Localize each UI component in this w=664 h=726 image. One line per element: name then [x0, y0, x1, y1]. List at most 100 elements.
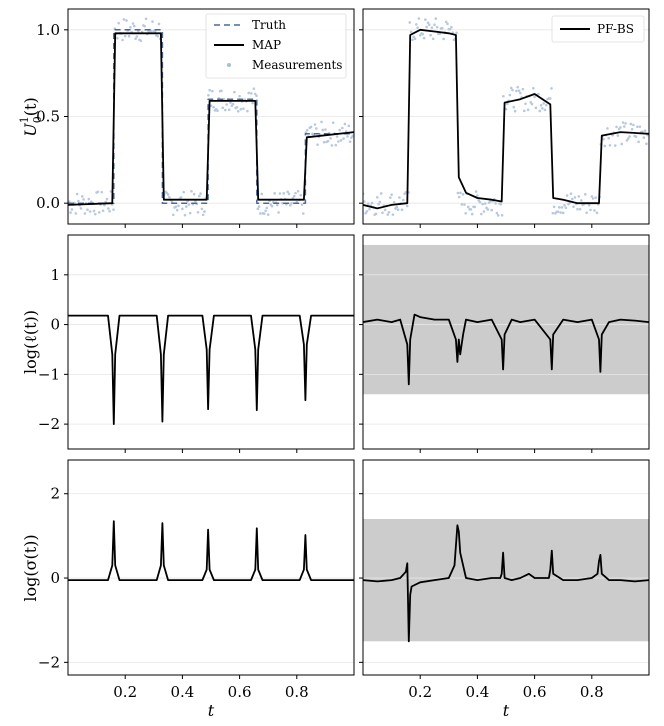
measurement-point — [289, 203, 292, 207]
measurement-point — [619, 126, 622, 129]
measurement-point — [309, 125, 313, 129]
measurement-point — [196, 210, 200, 214]
measurement-point — [157, 22, 161, 26]
measurement-point — [517, 89, 521, 93]
measurement-point — [86, 208, 89, 211]
measurement-point — [455, 31, 458, 35]
measurement-point — [522, 109, 526, 113]
measurement-point — [121, 38, 124, 42]
measurement-point — [74, 212, 78, 215]
measurement-point — [569, 192, 573, 196]
measurement-point — [247, 91, 250, 95]
measurement-point — [133, 24, 136, 28]
measurement-point — [322, 140, 326, 144]
measurement-point — [376, 196, 379, 199]
measurement-point — [461, 193, 465, 196]
measurement-point — [123, 34, 127, 38]
measurement-point — [392, 200, 396, 204]
measurement-point — [83, 212, 87, 215]
measurement-point — [477, 199, 481, 202]
measurement-point — [330, 144, 334, 147]
measurement-point — [621, 121, 625, 124]
measurement-point — [429, 33, 432, 37]
measurement-point — [166, 193, 170, 196]
legend-top-left: Truth MAP Measurements — [205, 13, 347, 79]
measurement-point — [469, 208, 473, 211]
ytick-label: −2 — [38, 415, 60, 433]
measurement-point — [277, 211, 280, 214]
measurement-point — [222, 98, 226, 101]
measurement-point — [409, 30, 413, 34]
measurement-point — [265, 206, 269, 210]
ytick-label: 2 — [50, 485, 60, 503]
measurement-point — [125, 19, 128, 22]
measurement-point — [326, 139, 330, 143]
measurement-point — [339, 139, 343, 142]
measurement-point — [446, 22, 449, 26]
measurement-point — [533, 95, 536, 99]
measurement-point — [595, 211, 599, 215]
measurement-point — [587, 203, 591, 207]
xtick-label: 0.6 — [523, 683, 547, 701]
measurement-point — [571, 197, 574, 201]
measurement-point — [383, 208, 387, 212]
measurement-point — [92, 209, 96, 213]
measurement-point — [444, 20, 448, 24]
measurement-point — [624, 122, 627, 125]
measurement-point — [572, 205, 575, 208]
measurement-point — [464, 211, 468, 215]
measurement-point — [97, 211, 101, 214]
measurement-point — [251, 101, 254, 105]
measurement-point — [500, 213, 504, 217]
measurement-point — [109, 190, 113, 193]
measurement-point — [412, 35, 416, 39]
measurement-point — [456, 191, 460, 195]
measurement-point — [87, 197, 91, 201]
measurement-point — [294, 191, 297, 195]
measurement-point — [441, 26, 444, 30]
measurement-point — [221, 106, 224, 110]
measurement-point — [641, 130, 644, 133]
measurement-point — [424, 18, 427, 21]
measurement-point — [117, 21, 120, 25]
series-line-pf-bs — [363, 28, 649, 210]
measurement-point — [122, 18, 126, 21]
panel-top-left: 0.0 0.5 1.0 — [36, 8, 355, 228]
measurement-point — [342, 137, 345, 140]
measurement-point — [348, 140, 352, 143]
measurement-point — [408, 21, 412, 24]
measurement-point — [313, 123, 317, 126]
measurement-point — [490, 208, 494, 212]
measurement-point — [512, 105, 516, 109]
measurement-point — [643, 129, 647, 132]
measurement-point — [351, 134, 354, 138]
axes-frame — [362, 234, 650, 450]
measurement-point — [105, 197, 109, 201]
measurement-point — [190, 189, 193, 193]
measurement-point — [483, 202, 487, 205]
measurement-point — [506, 102, 509, 106]
measurement-point — [270, 204, 274, 208]
ytick-label: 1.0 — [36, 21, 60, 39]
measurement-point — [416, 26, 419, 29]
measurement-point — [405, 204, 409, 208]
measurement-point — [422, 36, 426, 40]
measurement-point — [463, 203, 466, 206]
measurement-point — [481, 202, 484, 206]
measurement-point — [638, 125, 642, 128]
measurement-point — [560, 206, 564, 209]
measurement-point — [573, 196, 577, 199]
measurement-point — [402, 198, 405, 202]
measurement-point — [450, 25, 453, 29]
measurement-point — [459, 191, 462, 195]
measurement-point — [235, 106, 239, 109]
axes-frame — [362, 459, 650, 676]
measurement-point — [79, 207, 83, 210]
panel-middle-right — [359, 234, 650, 453]
measurement-point — [143, 24, 146, 28]
ytick-label: 0 — [50, 316, 60, 334]
xtick-label: 0.2 — [408, 683, 432, 701]
measurement-point — [515, 89, 518, 93]
measurement-point — [253, 92, 257, 96]
